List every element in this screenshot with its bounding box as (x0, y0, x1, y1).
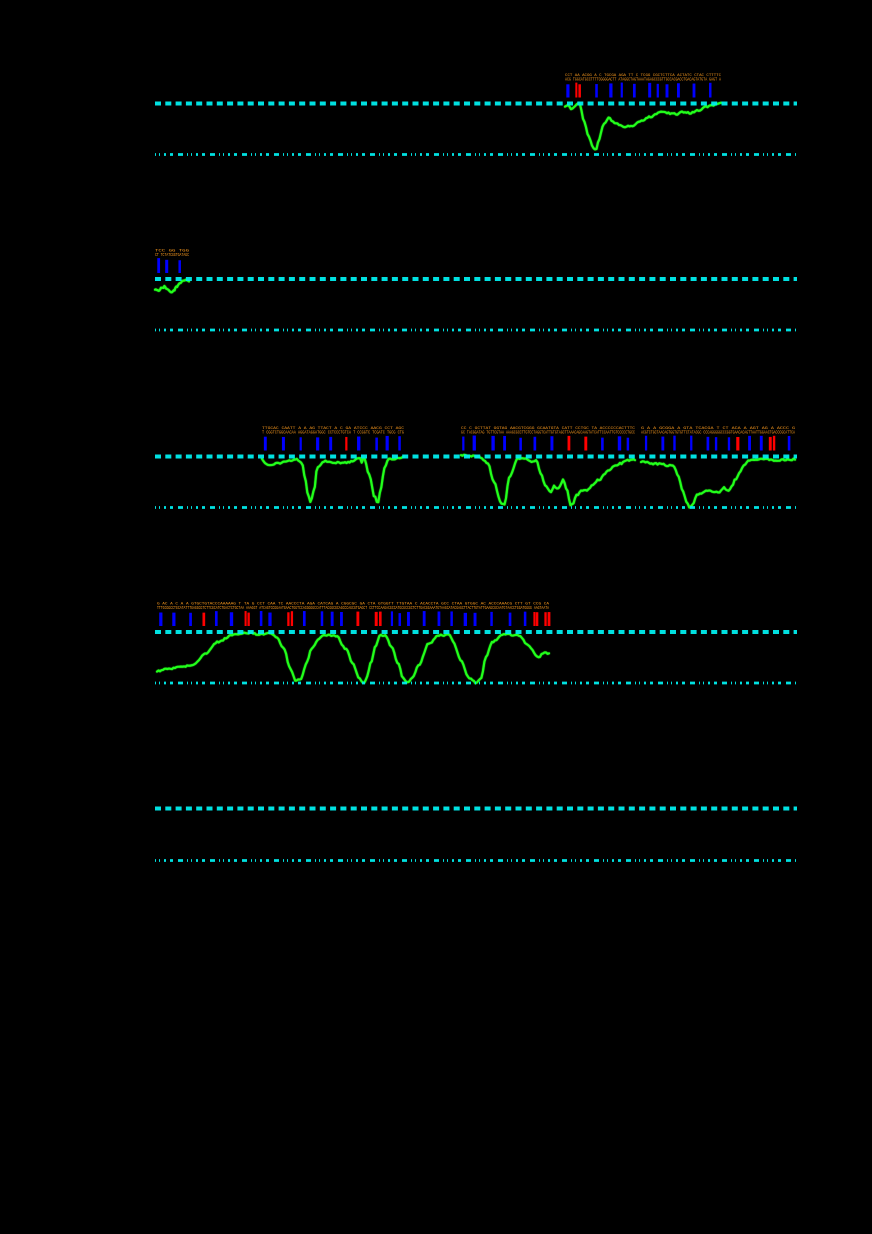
svg-text:GC TACGGATAG TGTTCGTAA AA: GC TACGGATAG TGTTCGTAA AAAGCGCCTTGTCCTAG… (461, 430, 635, 436)
svg-text:T CGGTCTGGCAACAA AGGATAGGATG: T CGGTCTGGCAACAA AGGATAGGATGGC CCTCCCTGT… (262, 430, 404, 436)
svg-text:CT TCTATCGGTGATAGC: CT TCTATCGGTGATAGC (155, 252, 189, 258)
svg-text:ACGTCTGCTAACAGTGGTGTGTTCTATACG: ACGTCTGCTAACAGTGGTGTGTTCTATACGC CCCAGGGG… (641, 430, 795, 436)
svg-text:TTTGCGGCCTGCATATTTGAGGCGTCTTCG: TTTGCGGCCTGCATATTTGAGGCGTCTTCGCATCTGACTC… (157, 605, 549, 611)
svg-text:ACG TGGCATGCCTTTTCGGGGACTT: ACG TGGCATGCCTTTTCGGGGACTT ATAGGCTAGTAAA… (565, 77, 721, 83)
